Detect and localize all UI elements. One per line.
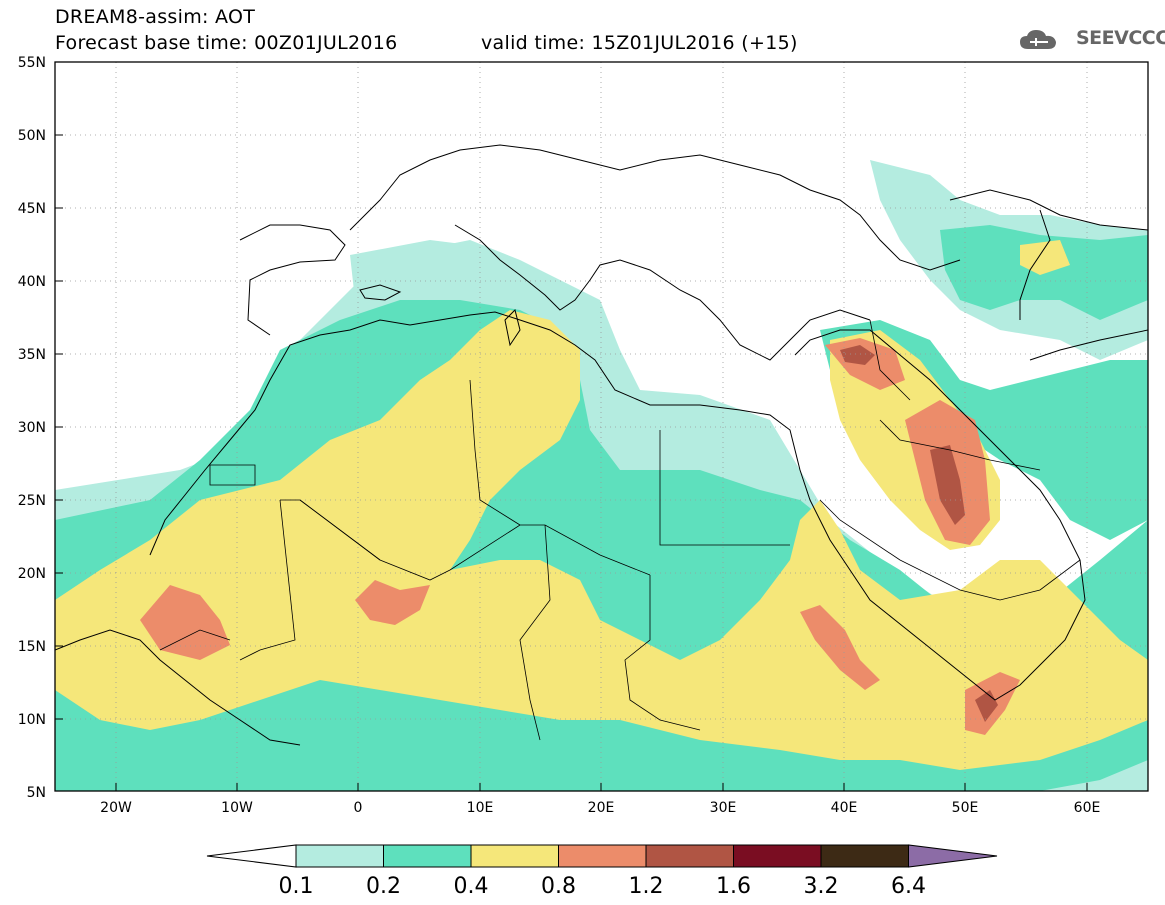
- map-title: DREAM8-assim: AOT: [55, 6, 256, 28]
- colorbar-under-triangle: [206, 844, 297, 868]
- colorbar-swatch: [820, 844, 909, 868]
- cloud-icon: [1020, 30, 1056, 49]
- colorbar-label: 6.4: [891, 874, 926, 899]
- lon-label: 10W: [221, 800, 253, 816]
- aot-band-12-iraq: [840, 345, 875, 365]
- lon-label: 0: [354, 800, 363, 816]
- forecast-base-time: Forecast base time: 00Z01JUL2016: [55, 32, 398, 54]
- latitude-labels: 55N 50N 45N 40N 35N 30N 25N 20N 15N 10N …: [18, 55, 46, 801]
- lon-label: 50E: [952, 800, 979, 816]
- axis-ticks: [55, 134, 1088, 791]
- colorbar-swatch: [645, 844, 734, 868]
- lon-label: 20W: [100, 800, 132, 816]
- lat-label: 35N: [18, 347, 46, 363]
- aot-band-12-gulf: [930, 445, 965, 525]
- country-borders: [159, 319, 1081, 741]
- aot-band-08-westafrica: [140, 585, 230, 660]
- longitude-labels: 20W 10W 0 10E 20E 30E 40E 50E 60E: [100, 800, 1100, 816]
- colorbar-label: 0.4: [454, 874, 489, 899]
- valid-time: valid time: 15Z01JUL2016 (+15): [481, 32, 798, 54]
- colorbar-swatch: [558, 844, 647, 868]
- graticule: [55, 62, 1148, 791]
- colorbar-swatch: [470, 844, 559, 868]
- lat-label: 30N: [18, 420, 46, 436]
- colorbar-label: 0.2: [366, 874, 401, 899]
- lon-label: 60E: [1074, 800, 1101, 816]
- seevccc-logo: SEEVCCC: [1018, 27, 1165, 53]
- colorbar-over-triangle: [908, 844, 998, 868]
- lat-label: 5N: [27, 785, 46, 801]
- lon-label: 40E: [831, 800, 858, 816]
- lat-label: 50N: [18, 128, 46, 144]
- logo-text: SEEVCCC: [1076, 27, 1165, 49]
- aot-band-04: [55, 310, 1148, 770]
- aot-band-08-sahel: [355, 580, 430, 625]
- colorbar-label: 3.2: [804, 874, 839, 899]
- lon-label: 30E: [710, 800, 737, 816]
- colorbar-swatch: [383, 844, 472, 868]
- colorbar: [206, 844, 998, 868]
- colorbar-labels: 0.1 0.2 0.4 0.8 1.2 1.6 3.2 6.4: [279, 874, 927, 899]
- colorbar-label: 1.6: [716, 874, 751, 899]
- lat-label: 45N: [18, 201, 46, 217]
- aot-band-08-redsea: [800, 605, 880, 690]
- lat-label: 25N: [18, 493, 46, 509]
- coastlines: [55, 144, 1148, 746]
- lat-label: 15N: [18, 639, 46, 655]
- colorbar-swatch: [733, 844, 822, 868]
- lon-label: 20E: [588, 800, 615, 816]
- lon-label: 10E: [467, 800, 494, 816]
- lat-label: 40N: [18, 274, 46, 290]
- colorbar-label: 0.8: [541, 874, 576, 899]
- colorbar-label: 0.1: [279, 874, 314, 899]
- lat-label: 10N: [18, 712, 46, 728]
- aot-field: [55, 62, 1148, 791]
- lat-label: 55N: [18, 55, 46, 71]
- colorbar-swatch: [295, 844, 384, 868]
- colorbar-label: 1.2: [629, 874, 664, 899]
- lat-label: 20N: [18, 566, 46, 582]
